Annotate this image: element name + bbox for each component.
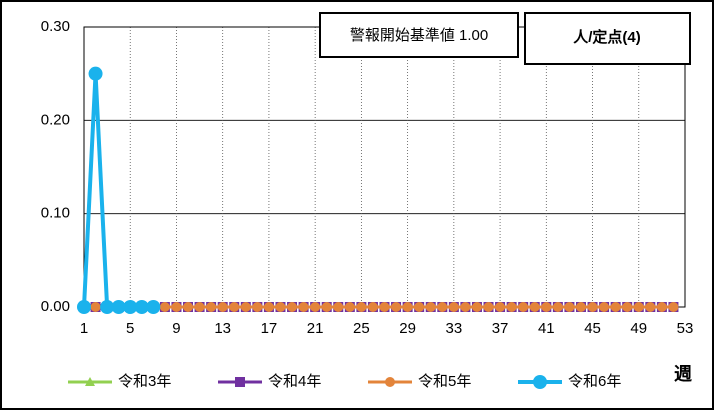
data-point bbox=[183, 302, 194, 312]
data-point bbox=[575, 302, 586, 312]
legend-label: 令和3年 bbox=[118, 373, 171, 390]
data-point bbox=[263, 302, 274, 312]
data-point bbox=[610, 302, 621, 312]
data-point bbox=[645, 302, 656, 312]
data-point bbox=[599, 302, 610, 312]
legend-marker bbox=[235, 377, 245, 387]
data-point bbox=[518, 302, 529, 312]
data-point bbox=[275, 302, 286, 312]
data-point bbox=[448, 302, 459, 312]
data-point bbox=[310, 302, 321, 312]
data-point bbox=[379, 302, 390, 312]
data-point bbox=[425, 302, 436, 312]
data-point bbox=[298, 302, 309, 312]
x-tick-label: 37 bbox=[492, 320, 509, 337]
y-tick-label: 0.10 bbox=[41, 205, 70, 222]
data-point bbox=[471, 302, 482, 312]
x-tick-label: 41 bbox=[538, 320, 555, 337]
data-point bbox=[367, 302, 378, 312]
data-point bbox=[495, 302, 506, 312]
data-point bbox=[414, 302, 425, 312]
data-point bbox=[529, 302, 540, 312]
data-point bbox=[90, 302, 101, 312]
data-point bbox=[437, 302, 448, 312]
legend-marker bbox=[385, 377, 395, 387]
data-point bbox=[100, 300, 115, 314]
data-point bbox=[344, 302, 355, 312]
x-axis-label: 週 bbox=[674, 364, 692, 384]
y-tick-label: 0.00 bbox=[41, 298, 70, 315]
x-tick-label: 29 bbox=[399, 320, 416, 337]
data-point bbox=[587, 302, 598, 312]
x-tick-label: 1 bbox=[80, 320, 88, 337]
data-point bbox=[146, 300, 161, 314]
unit-label: 人/定点(4) bbox=[573, 28, 641, 46]
legend-marker bbox=[85, 377, 95, 386]
data-point bbox=[287, 302, 298, 312]
data-point bbox=[483, 302, 494, 312]
y-tick-label: 0.30 bbox=[41, 18, 70, 35]
data-point bbox=[123, 300, 138, 314]
data-point bbox=[622, 302, 633, 312]
data-point bbox=[111, 300, 126, 314]
x-tick-label: 13 bbox=[214, 320, 231, 337]
data-point bbox=[391, 302, 402, 312]
annotation-box bbox=[319, 12, 519, 58]
x-tick-label: 21 bbox=[307, 320, 324, 337]
data-point bbox=[229, 302, 240, 312]
data-point bbox=[77, 300, 91, 314]
x-tick-label: 49 bbox=[630, 320, 647, 337]
data-point bbox=[668, 302, 679, 312]
data-point bbox=[171, 302, 182, 312]
data-point bbox=[552, 302, 563, 312]
legend-label: 令和5年 bbox=[418, 373, 471, 390]
x-tick-label: 9 bbox=[172, 320, 180, 337]
data-point bbox=[356, 302, 367, 312]
data-point bbox=[321, 302, 332, 312]
y-tick-label: 0.20 bbox=[41, 111, 70, 128]
data-point bbox=[240, 302, 251, 312]
annotation: 警報開始基準値 1.00 bbox=[350, 27, 488, 44]
legend-label: 令和4年 bbox=[268, 373, 321, 390]
x-tick-label: 25 bbox=[353, 320, 370, 337]
data-point bbox=[252, 302, 263, 312]
data-point bbox=[541, 302, 552, 312]
legend-label: 令和6年 bbox=[568, 373, 621, 390]
data-point bbox=[217, 302, 228, 312]
data-point bbox=[564, 302, 575, 312]
data-point bbox=[633, 302, 644, 312]
legend-marker bbox=[533, 375, 547, 389]
data-point bbox=[194, 302, 205, 312]
data-point bbox=[656, 302, 667, 312]
x-tick-label: 53 bbox=[677, 320, 694, 337]
x-tick-label: 33 bbox=[446, 320, 463, 337]
x-tick-label: 17 bbox=[261, 320, 278, 337]
data-point bbox=[159, 302, 170, 312]
data-point bbox=[402, 302, 413, 312]
data-point bbox=[206, 302, 217, 312]
data-point bbox=[333, 302, 344, 312]
unit-box bbox=[524, 12, 691, 65]
data-point bbox=[460, 302, 471, 312]
data-point bbox=[88, 66, 103, 81]
x-tick-label: 5 bbox=[126, 320, 134, 337]
data-point bbox=[506, 302, 517, 312]
data-point bbox=[134, 300, 149, 314]
x-tick-label: 45 bbox=[584, 320, 601, 337]
